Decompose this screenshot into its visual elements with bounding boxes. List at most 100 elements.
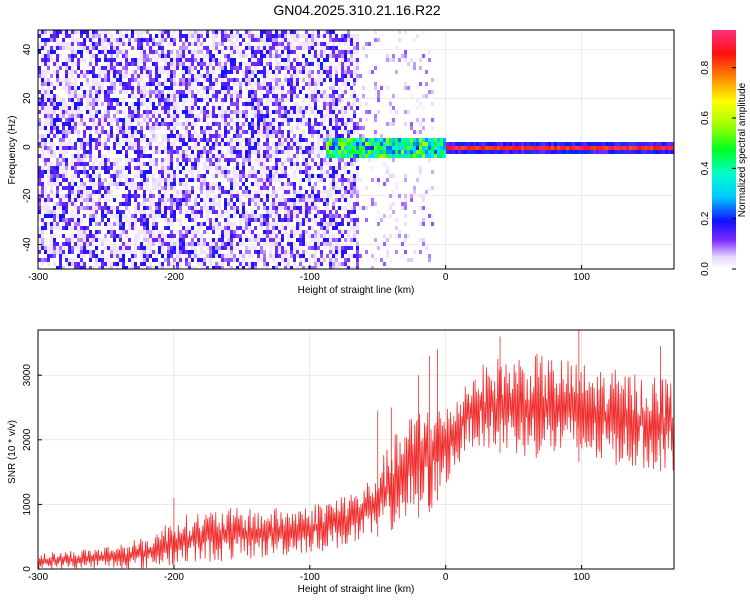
heatmap-cell (155, 214, 158, 218)
heatmap-cell (221, 66, 224, 70)
heatmap-cell (56, 102, 59, 106)
heatmap-cell (38, 30, 41, 34)
heatmap-cell (179, 94, 182, 98)
heatmap-cell (338, 78, 341, 82)
heatmap-cell (185, 82, 188, 86)
heatmap-cell (158, 34, 161, 38)
heatmap-cell (239, 202, 242, 206)
heatmap-cell (122, 82, 125, 86)
heatmap-cell (77, 122, 80, 126)
heatmap-cell (353, 174, 356, 178)
heatmap-cell (395, 226, 398, 230)
heatmap-cell (125, 182, 128, 186)
heatmap-cell (554, 150, 557, 154)
heatmap-cell (323, 50, 326, 54)
heatmap-cell (416, 118, 419, 122)
heatmap-cell (170, 94, 173, 98)
heatmap-cell (347, 138, 350, 142)
heatmap-cell (341, 58, 344, 62)
heatmap-cell (101, 238, 104, 242)
heatmap-cell (419, 154, 422, 158)
heatmap-cell (323, 90, 326, 94)
heatmap-cell (170, 246, 173, 250)
heatmap-cell (131, 130, 134, 134)
heatmap-cell (59, 266, 62, 269)
heatmap-cell (80, 86, 83, 90)
heatmap-cell (230, 94, 233, 98)
heatmap-cell (173, 138, 176, 142)
heatmap-cell (59, 66, 62, 70)
heatmap-cell (47, 254, 50, 258)
heatmap-cell (59, 226, 62, 230)
heatmap-cell (131, 186, 134, 190)
heatmap-cell (176, 146, 179, 150)
heatmap-cell (284, 250, 287, 254)
heatmap-cell (98, 198, 101, 202)
heatmap-cell (317, 238, 320, 242)
heatmap-cell (200, 30, 203, 34)
heatmap-cell (347, 142, 350, 146)
heatmap-cell (149, 38, 152, 42)
heatmap-cell (317, 70, 320, 74)
heatmap-cell (197, 78, 200, 82)
heatmap-cell (209, 166, 212, 170)
heatmap-cell (287, 78, 290, 82)
heatmap-cell (86, 34, 89, 38)
heatmap-cell (134, 182, 137, 186)
heatmap-cell (257, 214, 260, 218)
heatmap-cell (233, 146, 236, 150)
heatmap-cell (200, 150, 203, 154)
heatmap-cell (350, 34, 353, 38)
heatmap-cell (416, 34, 419, 38)
heatmap-cell (164, 178, 167, 182)
heatmap-cell (395, 234, 398, 238)
heatmap-cell (209, 246, 212, 250)
heatmap-cell (350, 206, 353, 210)
heatmap-cell (356, 70, 359, 74)
heatmap-cell (170, 238, 173, 242)
heatmap-cell (92, 82, 95, 86)
heatmap-cell (392, 158, 395, 162)
heatmap-cell (425, 94, 428, 98)
heatmap-cell (302, 206, 305, 210)
heatmap-cell (62, 46, 65, 50)
heatmap-cell (80, 258, 83, 262)
heatmap-cell (110, 58, 113, 62)
heatmap-cell (341, 130, 344, 134)
heatmap-cell (236, 46, 239, 50)
heatmap-cell (140, 54, 143, 58)
heatmap-cell (164, 98, 167, 102)
heatmap-cell (62, 142, 65, 146)
heatmap-cell (239, 254, 242, 258)
heatmap-cell (290, 86, 293, 90)
heatmap-cell (143, 110, 146, 114)
heatmap-cell (485, 146, 488, 150)
heatmap-cell (350, 226, 353, 230)
heatmap-cell (80, 70, 83, 74)
heatmap-cell (218, 226, 221, 230)
heatmap-cell (458, 146, 461, 150)
heatmap-cell (179, 50, 182, 54)
heatmap-cell (68, 46, 71, 50)
heatmap-cell (410, 126, 413, 130)
heatmap-cell (335, 174, 338, 178)
heatmap-cell (263, 94, 266, 98)
heatmap-cell (305, 146, 308, 150)
heatmap-cell (89, 46, 92, 50)
heatmap-cell (395, 150, 398, 154)
heatmap-cell (416, 142, 419, 146)
heatmap-cell (332, 46, 335, 50)
heatmap-cell (95, 94, 98, 98)
heatmap-cell (176, 254, 179, 258)
heatmap-cell (308, 86, 311, 90)
heatmap-cell (536, 146, 539, 150)
heatmap-cell (413, 138, 416, 142)
heatmap-cell (131, 178, 134, 182)
heatmap-cell (164, 166, 167, 170)
heatmap-cell (299, 254, 302, 258)
heatmap-cell (80, 246, 83, 250)
heatmap-cell (323, 242, 326, 246)
heatmap-cell (260, 62, 263, 66)
heatmap-cell (92, 182, 95, 186)
heatmap-cell (305, 138, 308, 142)
